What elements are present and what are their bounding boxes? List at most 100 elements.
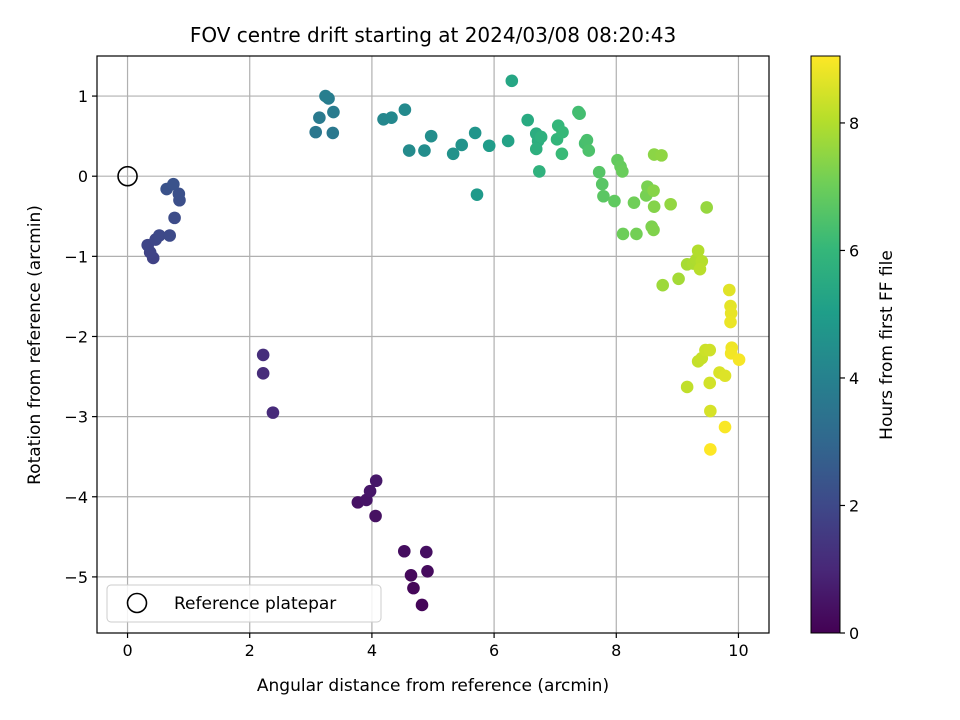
- data-point: [597, 189, 610, 203]
- data-point: [424, 129, 438, 143]
- colorbar-gradient: [810, 55, 841, 634]
- data-point: [680, 380, 694, 394]
- y-tick-label: −3: [64, 408, 88, 427]
- y-tick-label: −1: [64, 247, 88, 266]
- data-point: [664, 197, 677, 211]
- data-point: [397, 544, 411, 558]
- x-tick-label: 8: [611, 641, 621, 660]
- y-tick-label: 0: [78, 167, 88, 186]
- data-point: [369, 509, 382, 523]
- y-tick-label: 1: [78, 87, 88, 106]
- data-point: [501, 134, 515, 148]
- data-point: [455, 138, 469, 152]
- data-point: [468, 126, 482, 140]
- data-point: [630, 227, 643, 241]
- data-point: [556, 125, 569, 139]
- colorbar-tick-label: 4: [849, 369, 859, 388]
- data-point: [647, 223, 660, 237]
- data-point: [419, 545, 433, 559]
- data-point: [309, 125, 323, 139]
- data-point: [647, 184, 660, 197]
- data-point: [369, 474, 383, 488]
- data-point: [168, 211, 181, 225]
- data-point: [319, 89, 332, 103]
- data-point: [529, 142, 543, 156]
- data-point: [703, 376, 717, 390]
- data-point: [421, 564, 434, 578]
- data-points: [141, 74, 746, 612]
- colorbar-tick-label: 0: [849, 624, 859, 643]
- legend: Reference platepar: [106, 584, 382, 623]
- data-point: [627, 196, 641, 209]
- data-point: [415, 598, 429, 612]
- legend-entry: Reference platepar: [174, 594, 336, 614]
- colorbar: 0 2 4 6 8 Hours from first FF file: [810, 55, 897, 643]
- reference-point-marker: [117, 165, 138, 187]
- data-point: [656, 278, 670, 292]
- data-point: [172, 187, 186, 201]
- colorbar-tick-label: 2: [849, 496, 859, 515]
- data-point: [703, 343, 717, 357]
- x-tick-label: 10: [728, 641, 748, 660]
- y-tick-label: −2: [64, 327, 88, 346]
- data-point: [505, 74, 519, 88]
- data-point: [256, 348, 270, 362]
- grid-lines: [97, 56, 769, 633]
- data-point: [407, 581, 420, 595]
- data-point: [704, 443, 717, 456]
- data-point: [482, 139, 496, 153]
- y-tick-label: −5: [64, 568, 88, 587]
- plot-frame: [96, 55, 770, 634]
- data-point: [672, 272, 685, 286]
- data-point: [418, 144, 431, 157]
- data-point: [404, 569, 418, 582]
- y-axis-label: Rotation from reference (arcmin): [25, 205, 45, 485]
- data-point: [592, 165, 606, 179]
- data-point: [398, 103, 412, 116]
- x-tick-label: 0: [122, 641, 132, 660]
- data-point: [704, 404, 717, 418]
- colorbar-tick-label: 8: [849, 114, 859, 133]
- data-point: [446, 147, 460, 161]
- data-point: [582, 144, 596, 157]
- colorbar-tick-label: 6: [849, 241, 859, 260]
- data-point: [616, 227, 630, 241]
- data-point: [532, 165, 546, 178]
- data-point: [470, 188, 484, 201]
- data-point: [534, 130, 548, 144]
- chart-title: FOV centre drift starting at 2024/03/08 …: [190, 23, 676, 47]
- data-point: [385, 111, 398, 125]
- data-point: [580, 133, 594, 147]
- data-point: [718, 369, 732, 383]
- data-point: [693, 262, 707, 276]
- data-point: [724, 315, 737, 329]
- colorbar-label: Hours from first FF file: [877, 250, 897, 440]
- x-axis-label: Angular distance from reference (arcmin): [257, 676, 609, 696]
- x-tick-label: 2: [245, 641, 255, 660]
- data-point: [167, 177, 180, 191]
- y-tick-label: −4: [64, 488, 88, 507]
- data-point: [655, 149, 668, 162]
- data-point: [732, 353, 746, 367]
- data-point: [608, 194, 621, 208]
- x-tick-label: 6: [489, 641, 499, 660]
- data-point: [555, 147, 569, 161]
- data-point: [163, 229, 176, 242]
- data-point: [363, 484, 377, 498]
- legend-marker-icon: [126, 592, 148, 614]
- data-point: [647, 200, 661, 213]
- data-point: [700, 201, 713, 214]
- legend-box: [106, 584, 382, 623]
- x-axis-ticks: 0 2 4 6 8 10: [122, 633, 749, 660]
- data-point: [402, 144, 416, 157]
- data-point: [616, 165, 629, 178]
- data-point: [153, 229, 166, 242]
- data-point: [691, 244, 705, 258]
- data-point: [256, 367, 270, 380]
- x-tick-label: 4: [367, 641, 377, 660]
- colorbar-ticks: 0 2 4 6 8: [840, 114, 859, 643]
- data-point: [313, 111, 326, 125]
- data-point: [573, 107, 586, 120]
- data-point: [521, 113, 534, 127]
